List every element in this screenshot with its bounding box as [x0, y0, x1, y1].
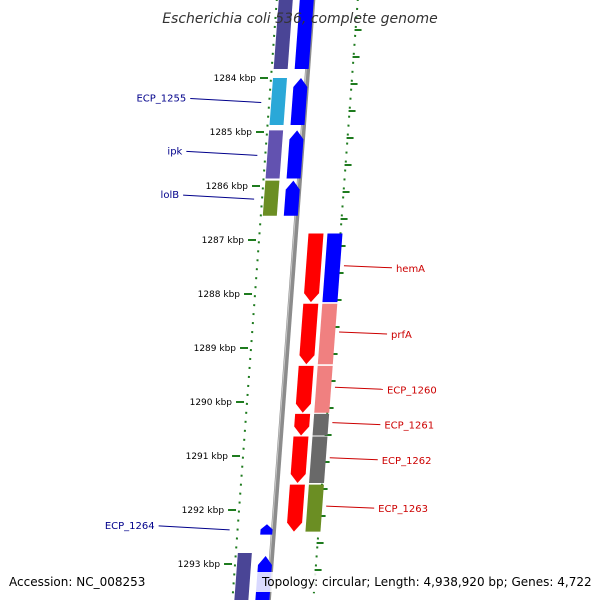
- map-title-suffix: , complete genome: [302, 11, 438, 27]
- gene-label-ECP_1262[interactable]: ECP_1262: [382, 456, 432, 467]
- cds-arrow-ECP_1263: [287, 484, 305, 532]
- cropped-cds-block-top: [294, 0, 314, 69]
- gene-label-lolB[interactable]: lolB: [161, 190, 180, 201]
- tick-label: 1291 kbp: [186, 452, 229, 462]
- gene-label-ECP_1260[interactable]: ECP_1260: [387, 385, 437, 396]
- footer-topology-bg: [256, 572, 596, 592]
- cog-block-prfA: [317, 303, 338, 365]
- cog-block-lolB: [262, 180, 280, 216]
- cds-arrow-prfA: [299, 303, 319, 365]
- ticks-layer: 1284 kbp 1285 kbp 1286 kbp 1287 kbp 1288 kbp…: [178, 74, 268, 570]
- tick-ring-dotted: [231, 0, 278, 600]
- gene-label-ECP_1255[interactable]: ECP_1255: [136, 93, 186, 104]
- leader-line-ECP_1262: [329, 457, 378, 461]
- cds-arrow-lolB: [283, 180, 300, 216]
- leader-line-ECP_1260: [334, 386, 383, 390]
- leader-line-ECP_1255: [190, 97, 262, 103]
- leader-line-lolB: [183, 194, 255, 200]
- cds-arrow-hemA: [304, 233, 324, 303]
- gene-label-ECP_1261[interactable]: ECP_1261: [384, 421, 434, 432]
- leader-line-ECP_1263: [326, 505, 375, 509]
- map-title: Escherichia coli 536, complete genome: [162, 11, 438, 27]
- leader-line-prfA: [339, 331, 388, 335]
- tick-label: 1292 kbp: [182, 506, 225, 516]
- cog-block-ECP_1261: [312, 413, 330, 436]
- gene-label-ECP_1263[interactable]: ECP_1263: [378, 504, 428, 515]
- tick-label: 1290 kbp: [190, 398, 233, 408]
- cds-arrow-ECP_1260: [295, 365, 314, 413]
- cog-block-hemA: [322, 233, 343, 303]
- tick-label: 1287 kbp: [202, 236, 245, 246]
- tick-label: 1284 kbp: [214, 74, 257, 84]
- cds-arrow-ECP_1261: [294, 413, 311, 436]
- gene-label-ECP_1264[interactable]: ECP_1264: [105, 521, 155, 532]
- leader-line-ECP_1261: [332, 422, 381, 426]
- tick-label: 1293 kbp: [178, 560, 221, 570]
- features-layer: [234, 0, 343, 600]
- gene-label-hemA[interactable]: hemA: [396, 264, 425, 275]
- cog-block-ECP_1263: [305, 484, 324, 532]
- leader-line-ECP_1264: [158, 525, 230, 531]
- cog-block-ECP_1260: [314, 365, 333, 413]
- cropped-cog-block-bottom: [234, 553, 252, 600]
- cog-block-ipk: [265, 130, 284, 179]
- cds-arrow-ECP_1255: [290, 78, 308, 125]
- tick-label: 1288 kbp: [198, 290, 241, 300]
- cropped-cog-block-top: [273, 0, 293, 69]
- cds-arrow-ECP_1262: [290, 436, 309, 483]
- footer-accession-bg: [4, 572, 146, 592]
- leader-line-ipk: [186, 150, 258, 156]
- footer-topology: Topology: circular; Length: 4,938,920 bp…: [261, 575, 592, 589]
- leader-line-hemA: [343, 265, 392, 269]
- map-title-organism: Escherichia coli 536: [162, 11, 302, 27]
- cds-arrow-ECP_1264: [260, 524, 273, 535]
- tick-label: 1285 kbp: [210, 128, 253, 138]
- cog-block-ECP_1255: [269, 78, 287, 125]
- cog-block-ECP_1262: [309, 436, 328, 483]
- tick-label: 1286 kbp: [206, 182, 249, 192]
- cds-arrow-ipk: [286, 130, 304, 179]
- gene-label-prfA[interactable]: prfA: [391, 330, 412, 341]
- gene-label-ipk[interactable]: ipk: [167, 146, 182, 157]
- footer-accession: Accession: NC_008253: [9, 575, 145, 589]
- tick-label: 1289 kbp: [194, 344, 237, 354]
